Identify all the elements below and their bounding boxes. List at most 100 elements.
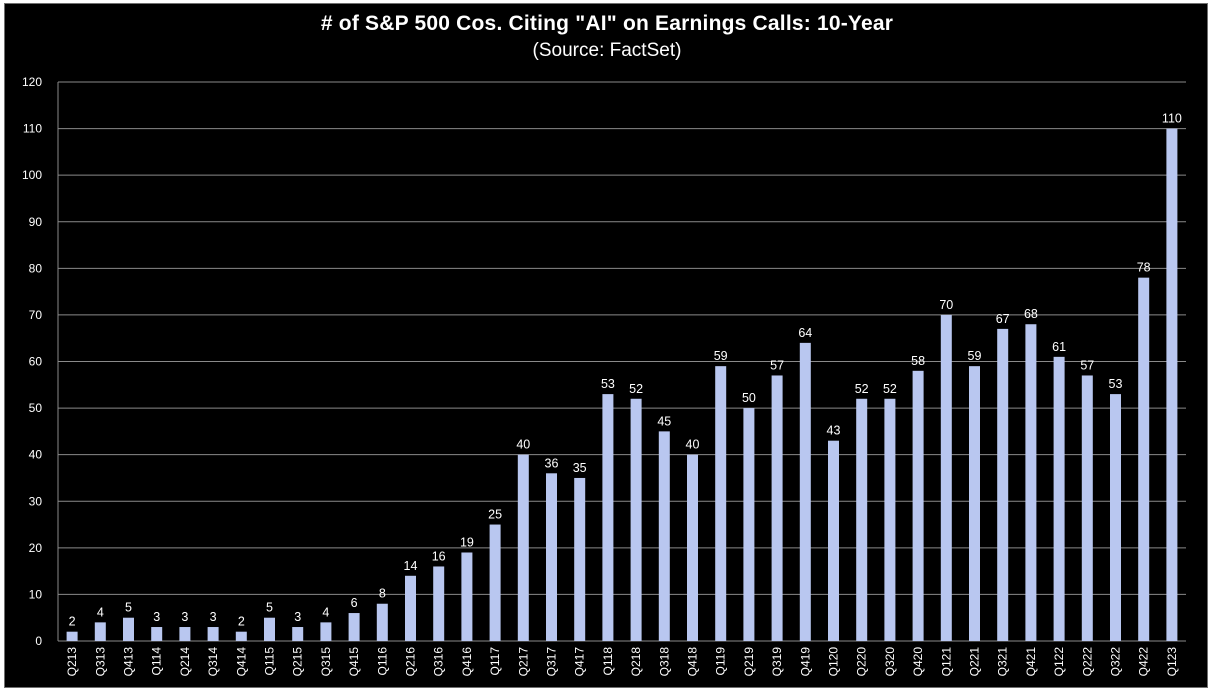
bar xyxy=(489,524,501,641)
data-label: 58 xyxy=(911,354,925,368)
x-tick-label: Q318 xyxy=(657,647,671,677)
x-tick-label: Q115 xyxy=(263,647,277,676)
x-tick-label: Q322 xyxy=(1109,647,1123,677)
bar xyxy=(630,398,642,641)
bar xyxy=(94,622,106,641)
x-tick-label: Q117 xyxy=(488,647,502,676)
data-label: 2 xyxy=(238,615,245,629)
x-tick-label: Q216 xyxy=(404,647,418,677)
bar xyxy=(1110,394,1121,641)
data-label: 64 xyxy=(798,326,812,340)
data-label: 19 xyxy=(460,535,474,549)
data-label: 59 xyxy=(968,349,982,363)
data-label: 5 xyxy=(266,601,273,615)
data-label: 35 xyxy=(573,461,587,475)
bar xyxy=(151,627,163,641)
data-label: 57 xyxy=(1080,358,1094,372)
x-tick-label: Q222 xyxy=(1080,647,1094,677)
data-label: 5 xyxy=(125,601,132,615)
data-label: 52 xyxy=(629,382,643,396)
data-label: 78 xyxy=(1137,261,1151,275)
bar xyxy=(320,622,332,641)
y-tick-label: 0 xyxy=(35,634,42,648)
y-tick-label: 40 xyxy=(29,448,43,462)
bar xyxy=(348,613,360,641)
bar xyxy=(884,398,896,641)
data-label: 4 xyxy=(97,605,104,619)
bar xyxy=(179,627,191,641)
data-label: 53 xyxy=(601,377,615,391)
chart-title: # of S&P 500 Cos. Citing "AI" on Earning… xyxy=(320,12,894,35)
bar xyxy=(235,631,247,641)
x-tick-label: Q320 xyxy=(883,647,897,677)
bar xyxy=(1053,356,1065,641)
data-label: 52 xyxy=(855,382,869,396)
bar xyxy=(969,366,980,641)
bar xyxy=(405,575,416,641)
x-tick-label: Q221 xyxy=(968,647,982,677)
data-label: 67 xyxy=(996,312,1010,326)
x-tick-label: Q119 xyxy=(714,647,728,676)
y-tick-label: 100 xyxy=(22,168,42,182)
data-label: 4 xyxy=(322,605,329,619)
bar xyxy=(771,375,783,641)
bar xyxy=(940,314,952,641)
x-tick-label: Q321 xyxy=(996,647,1010,677)
x-tick-label: Q418 xyxy=(686,647,700,677)
x-tick-label: Q417 xyxy=(573,647,587,677)
bar xyxy=(1166,128,1178,642)
data-label: 61 xyxy=(1052,340,1066,354)
data-label: 110 xyxy=(1162,112,1182,126)
x-tick-label: Q218 xyxy=(629,647,643,677)
y-tick-label: 20 xyxy=(29,541,43,555)
data-label: 50 xyxy=(742,391,756,405)
x-tick-label: Q319 xyxy=(770,647,784,677)
data-label: 8 xyxy=(379,587,386,601)
data-label: 14 xyxy=(404,559,418,573)
data-label: 6 xyxy=(351,596,358,610)
x-tick-label: Q416 xyxy=(460,647,474,677)
x-tick-label: Q122 xyxy=(1052,647,1066,677)
bar xyxy=(997,328,1009,641)
bar xyxy=(207,627,219,641)
x-tick-label: Q217 xyxy=(516,647,530,677)
y-tick-label: 80 xyxy=(29,261,43,275)
bar xyxy=(517,454,529,641)
bar xyxy=(66,631,78,641)
bar xyxy=(743,408,755,641)
bar xyxy=(856,398,868,641)
data-label: 40 xyxy=(686,438,700,452)
data-label: 25 xyxy=(488,508,502,522)
bar xyxy=(461,552,473,641)
bar xyxy=(799,342,811,641)
x-tick-label: Q114 xyxy=(150,647,164,676)
bar xyxy=(433,566,445,641)
x-tick-label: Q317 xyxy=(545,647,559,677)
y-tick-label: 50 xyxy=(29,401,43,415)
data-label: 3 xyxy=(153,610,160,624)
x-tick-label: Q120 xyxy=(827,647,841,677)
bar xyxy=(292,627,304,641)
bar xyxy=(546,473,557,641)
bar xyxy=(658,431,670,641)
bar xyxy=(574,477,586,641)
data-label: 3 xyxy=(210,610,217,624)
x-tick-label: Q421 xyxy=(1024,647,1038,677)
bar xyxy=(602,394,614,641)
y-tick-label: 60 xyxy=(29,355,43,369)
y-tick-label: 30 xyxy=(29,494,43,508)
data-label: 45 xyxy=(657,414,671,428)
data-label: 53 xyxy=(1109,377,1123,391)
bar xyxy=(1025,324,1037,641)
bar xyxy=(715,366,727,641)
data-label: 2 xyxy=(69,615,76,629)
bar xyxy=(376,603,388,641)
x-tick-label: Q420 xyxy=(911,647,925,677)
bar xyxy=(828,440,839,641)
x-tick-label: Q123 xyxy=(1165,647,1179,677)
data-label: 68 xyxy=(1024,307,1038,321)
x-tick-label: Q220 xyxy=(855,647,869,677)
x-tick-label: Q213 xyxy=(65,647,79,677)
data-label: 40 xyxy=(516,438,530,452)
